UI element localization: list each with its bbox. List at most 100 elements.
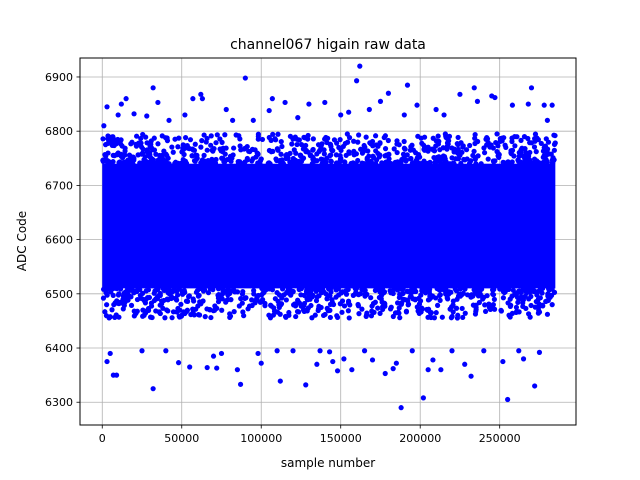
data-point: [455, 312, 461, 318]
data-point: [306, 101, 312, 107]
data-point: [303, 147, 309, 154]
data-point: [382, 133, 388, 139]
data-point: [228, 297, 234, 303]
data-point: [208, 142, 214, 148]
data-point: [404, 152, 410, 158]
data-point: [322, 311, 328, 318]
data-point: [118, 101, 124, 107]
data-point: [121, 160, 127, 166]
data-point: [267, 161, 273, 167]
data-point: [135, 152, 141, 158]
data-point: [346, 315, 352, 321]
data-point: [375, 143, 381, 149]
data-point: [550, 155, 556, 161]
data-point: [544, 117, 550, 123]
data-point: [314, 285, 320, 291]
data-point: [323, 134, 329, 141]
data-point: [161, 148, 167, 154]
data-point: [373, 160, 379, 167]
data-point: [536, 161, 542, 167]
data-point: [462, 361, 468, 367]
data-point: [250, 117, 256, 123]
data-point: [528, 293, 534, 300]
data-point: [351, 138, 357, 144]
data-point: [455, 142, 461, 148]
data-point: [122, 148, 128, 154]
data-point: [120, 306, 126, 312]
data-point: [219, 307, 225, 313]
data-point: [372, 133, 379, 139]
data-point: [170, 149, 176, 155]
data-point: [445, 141, 451, 147]
data-point: [274, 348, 280, 354]
data-point: [145, 287, 152, 293]
data-point: [356, 132, 362, 138]
data-point: [344, 139, 351, 145]
data-point: [259, 136, 266, 143]
data-point: [430, 357, 436, 363]
data-point: [442, 131, 448, 137]
data-point: [341, 159, 348, 165]
data-point: [337, 137, 343, 143]
data-point: [159, 301, 165, 307]
data-point: [366, 106, 372, 113]
data-point: [478, 161, 484, 167]
data-point: [251, 291, 257, 297]
data-point: [227, 313, 234, 319]
data-point: [544, 298, 550, 304]
data-point: [448, 289, 454, 295]
data-point: [106, 315, 112, 321]
data-point: [485, 156, 491, 162]
data-point: [100, 157, 106, 163]
data-point: [459, 305, 465, 312]
data-point: [243, 295, 249, 301]
data-point: [528, 85, 535, 91]
data-point: [239, 291, 246, 297]
data-point: [214, 132, 220, 138]
data-point: [394, 138, 400, 144]
y-tick-label: 6800: [45, 125, 73, 138]
data-point: [289, 141, 295, 147]
data-point: [258, 156, 264, 162]
data-point: [453, 156, 459, 162]
data-point: [492, 94, 498, 101]
dense-data-band: [102, 163, 556, 289]
data-point: [328, 152, 334, 158]
data-point: [268, 303, 274, 309]
data-point: [163, 348, 169, 354]
data-point: [249, 297, 255, 303]
data-point: [536, 301, 542, 307]
data-point: [192, 141, 198, 147]
data-point: [494, 131, 500, 137]
data-point: [220, 155, 226, 162]
data-point: [269, 96, 275, 102]
data-point: [345, 308, 351, 314]
data-point: [318, 286, 325, 292]
data-point: [170, 288, 176, 294]
data-point: [202, 314, 208, 320]
data-point: [527, 314, 533, 320]
data-point: [462, 310, 468, 316]
data-point: [104, 358, 110, 365]
data-point: [510, 287, 516, 293]
data-point: [212, 303, 218, 309]
data-point: [513, 304, 520, 310]
data-point: [116, 159, 122, 166]
data-point: [498, 308, 505, 314]
data-point: [298, 292, 304, 298]
data-point: [536, 309, 543, 315]
data-point: [276, 302, 282, 308]
data-point: [362, 287, 368, 294]
data-point: [258, 360, 264, 366]
data-point: [382, 301, 388, 307]
data-point: [166, 117, 172, 123]
data-point: [199, 96, 206, 102]
data-point: [393, 160, 399, 166]
data-point: [273, 156, 279, 162]
data-point: [536, 288, 542, 294]
data-point: [157, 310, 163, 317]
data-point: [190, 309, 196, 316]
data-point: [178, 301, 184, 307]
data-point: [552, 132, 558, 139]
data-point: [196, 312, 203, 318]
